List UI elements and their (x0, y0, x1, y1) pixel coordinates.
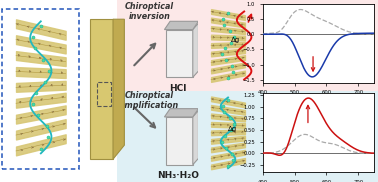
Polygon shape (113, 19, 124, 159)
Polygon shape (164, 21, 198, 29)
Bar (117, 0, 378, 91)
Bar (167, 137, 192, 164)
Bar (2, 9, 79, 169)
Bar (97, 82, 111, 106)
Bar (117, 91, 378, 182)
Bar (166, 29, 193, 77)
Bar (167, 50, 192, 77)
Text: Chiroptical
inversion: Chiroptical inversion (125, 2, 174, 21)
X-axis label: Wavelength (nm): Wavelength (nm) (293, 97, 344, 102)
Polygon shape (193, 111, 198, 165)
Text: NH₃·H₂O: NH₃·H₂O (156, 171, 199, 180)
Y-axis label: Δg: Δg (231, 37, 240, 43)
Text: Chiroptical
amplification: Chiroptical amplification (120, 91, 179, 110)
Y-axis label: Δg: Δg (228, 126, 237, 132)
Bar (90, 19, 113, 159)
Polygon shape (164, 109, 198, 117)
Bar (166, 117, 193, 165)
Text: HCl: HCl (169, 84, 186, 93)
Polygon shape (193, 23, 198, 77)
